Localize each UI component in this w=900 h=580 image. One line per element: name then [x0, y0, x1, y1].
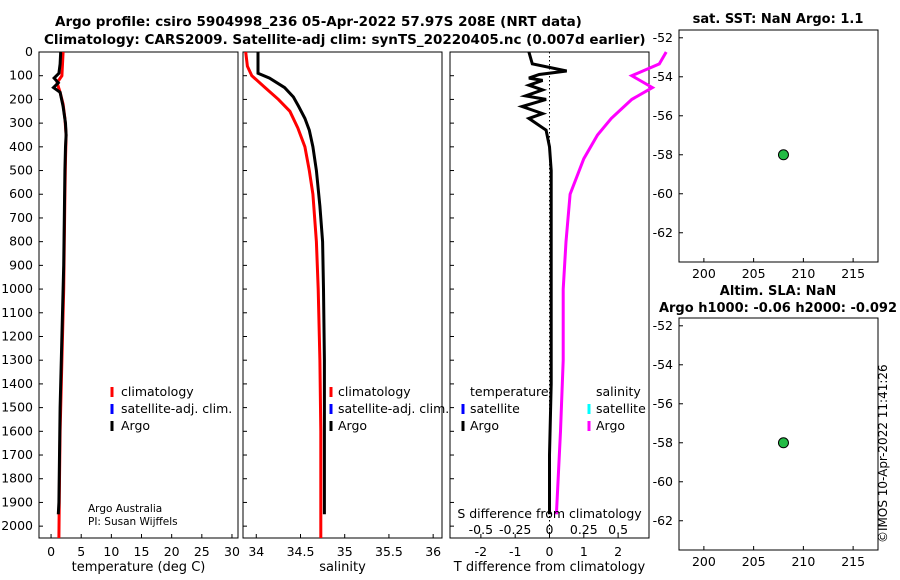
salinity-diff-legend-label: Argo [596, 418, 625, 433]
sst_map-xtick-label: 215 [841, 266, 865, 281]
depth-tick-label: 200 [9, 91, 33, 106]
sst_map-ytick-label: -58 [653, 147, 673, 162]
sla_map-ytick-label: -56 [653, 396, 673, 411]
temperature-difference-line [517, 51, 568, 515]
sla_map-xtick-label: 205 [742, 554, 766, 569]
depth-tick-label: 900 [9, 257, 33, 272]
salinity-xtick-label: 36 [425, 544, 441, 559]
sla-map-subtitle: Argo h1000: -0.06 h2000: -0.092 [659, 301, 897, 316]
salinity-difference-xlabel: S difference from climatology [457, 506, 642, 521]
temperature-xtick-label: 0 [47, 544, 55, 559]
sla_map-xtick-label: 215 [841, 554, 865, 569]
sst_map-axes-frame [678, 29, 879, 263]
salinity-xlabel: salinity [319, 560, 366, 575]
sst_map-xtick-label: 210 [791, 266, 815, 281]
temperature-axes-frame [38, 51, 239, 539]
salinity-line-argo [256, 52, 326, 515]
difference-xtick-label: 1 [580, 544, 588, 559]
temperature-line-argo [51, 51, 68, 515]
depth-tick-label: 1300 [1, 352, 33, 367]
depth-tick-label: 800 [9, 234, 33, 249]
pi-note: PI: Susan Wijffels [88, 516, 178, 528]
sla-map-title: Altim. SLA: NaN [720, 284, 836, 299]
salinity-diff-tick-label: -0.25 [499, 522, 531, 537]
salinity-xtick-label: 34.5 [287, 544, 315, 559]
depth-tick-label: 2000 [1, 518, 33, 533]
temperature-legend-label: climatology [121, 384, 194, 399]
salinity-xtick-label: 34 [248, 544, 264, 559]
sst_map-ytick-label: -52 [653, 30, 673, 45]
temperature-legend-header: temperature [470, 384, 549, 399]
depth-tick-label: 1900 [1, 494, 33, 509]
salinity-diff-tick-label: 0.5 [608, 522, 628, 537]
difference-xlabel: T difference from climatology [453, 560, 646, 575]
salinity-line-climatology [244, 51, 323, 538]
sla_map-axes-frame [678, 317, 879, 551]
temperature-xtick-label: 30 [224, 544, 240, 559]
temperature-xtick-label: 20 [164, 544, 180, 559]
salinity-difference-line [554, 51, 668, 515]
sla_map-ytick-label: -52 [653, 318, 673, 333]
depth-tick-label: 1200 [1, 328, 33, 343]
temperature-xtick-label: 15 [134, 544, 150, 559]
salinity-diff-legend-label: satellite [596, 401, 646, 416]
figure-title-line2: Climatology: CARS2009. Satellite-adj cli… [44, 32, 646, 48]
temperature-xtick-label: 5 [77, 544, 85, 559]
difference-xtick-label: 2 [614, 544, 622, 559]
salinity-xtick-label: 35 [337, 544, 353, 559]
salinity-diff-tick-label: 0 [546, 522, 554, 537]
sla_map-ytick-label: -60 [653, 474, 673, 489]
figure-title-line1: Argo profile: csiro 5904998_236 05-Apr-2… [55, 14, 582, 30]
depth-tick-label: 500 [9, 163, 33, 178]
depth-tick-label: 400 [9, 139, 33, 154]
sla_map-xtick-label: 200 [692, 554, 716, 569]
difference-xtick-label: -1 [509, 544, 521, 559]
temperature-diff-legend-label: Argo [470, 418, 499, 433]
depth-tick-label: 100 [9, 68, 33, 83]
sst_map-ytick-label: -62 [653, 225, 673, 240]
salinity-diff-tick-label: -0.5 [469, 522, 493, 537]
depth-tick-label: 1600 [1, 423, 33, 438]
temperature-xlabel: temperature (deg C) [72, 560, 206, 575]
depth-tick-label: 700 [9, 210, 33, 225]
salinity-legend-label: Argo [338, 418, 367, 433]
depth-tick-label: 0 [25, 44, 33, 59]
depth-tick-label: 600 [9, 186, 33, 201]
sst_map-xtick-label: 200 [692, 266, 716, 281]
sst_map-xtick-label: 205 [742, 266, 766, 281]
depth-tick-label: 1100 [1, 305, 33, 320]
sla_map-xtick-label: 210 [791, 554, 815, 569]
salinity-legend-label: satellite-adj. clim. [338, 401, 449, 416]
salinity-diff-tick-label: 0.25 [570, 522, 598, 537]
sst_map-ytick-label: -54 [653, 69, 673, 84]
temperature-xtick-label: 25 [194, 544, 210, 559]
salinity-legend-header: salinity [596, 384, 641, 399]
difference-xtick-label: -2 [475, 544, 487, 559]
sst_map-argo-position-marker [777, 149, 789, 161]
argo-australia-note: Argo Australia [88, 503, 162, 515]
sla_map-ytick-label: -54 [653, 357, 673, 372]
depth-tick-label: 1400 [1, 376, 33, 391]
salinity-xtick-label: 35.5 [375, 544, 403, 559]
depth-tick-label: 300 [9, 115, 33, 130]
salinity-legend-label: climatology [338, 384, 411, 399]
temperature-diff-legend-label: satellite [470, 401, 520, 416]
depth-tick-label: 1700 [1, 447, 33, 462]
sst-map-title: sat. SST: NaN Argo: 1.1 [693, 12, 864, 27]
temperature-legend-label: satellite-adj. clim. [121, 401, 232, 416]
difference-xtick-label: 0 [546, 544, 554, 559]
sla_map-argo-position-marker [777, 437, 789, 449]
temperature-xtick-label: 10 [103, 544, 119, 559]
depth-tick-label: 1000 [1, 281, 33, 296]
sst_map-ytick-label: -56 [653, 108, 673, 123]
sla_map-ytick-label: -58 [653, 435, 673, 450]
salinity-axes-frame [242, 51, 443, 539]
temperature-legend-label: Argo [121, 418, 150, 433]
sst_map-ytick-label: -60 [653, 186, 673, 201]
sla_map-ytick-label: -62 [653, 513, 673, 528]
depth-tick-label: 1500 [1, 400, 33, 415]
depth-tick-label: 1800 [1, 471, 33, 486]
